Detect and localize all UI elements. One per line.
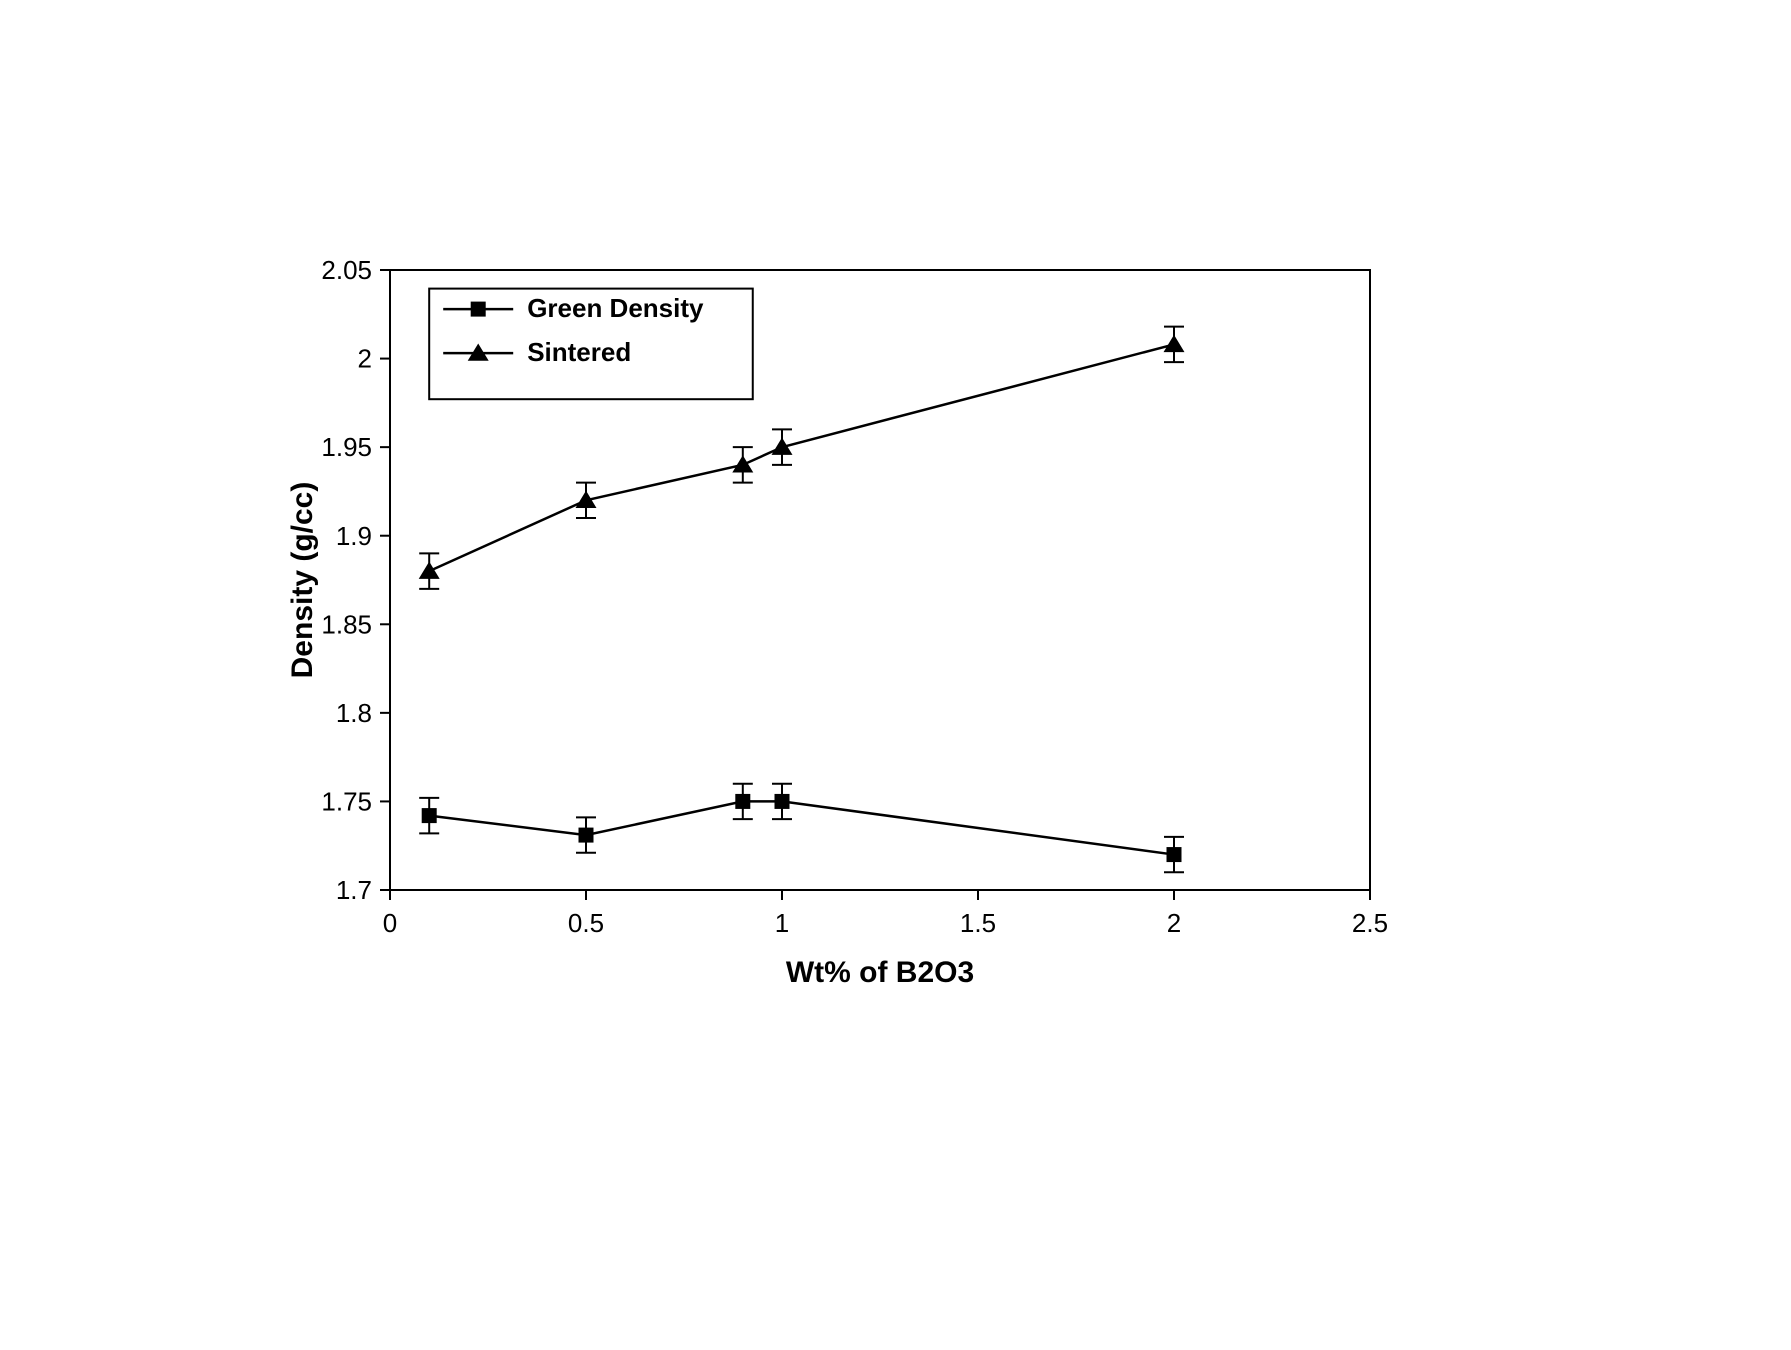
- chart-svg: 0 0.5 1 1.5 2 2.5 1.7 1.75 1.8 1.85 1.9 1.95 2 2.05 Wt…: [280, 250, 1400, 1010]
- svg-text:2.5: 2.5: [1352, 908, 1388, 938]
- svg-text:1.7: 1.7: [336, 875, 372, 905]
- svg-text:1.75: 1.75: [321, 787, 372, 817]
- legend: Green Density Sintered: [429, 289, 753, 400]
- svg-text:2: 2: [358, 344, 372, 374]
- svg-text:0: 0: [383, 908, 397, 938]
- svg-text:1.5: 1.5: [960, 908, 996, 938]
- svg-text:2: 2: [1167, 908, 1181, 938]
- svg-text:1: 1: [775, 908, 789, 938]
- svg-text:1.95: 1.95: [321, 432, 372, 462]
- svg-text:1.8: 1.8: [336, 698, 372, 728]
- x-axis-label: Wt% of B2O3: [786, 956, 974, 989]
- legend-label: Green Density: [527, 293, 704, 323]
- density-chart: 0 0.5 1 1.5 2 2.5 1.7 1.75 1.8 1.85 1.9 1.95 2 2.05 Wt…: [280, 250, 1400, 1010]
- y-axis-label: Density (g/cc): [286, 482, 319, 679]
- svg-text:0.5: 0.5: [568, 908, 604, 938]
- svg-text:1.9: 1.9: [336, 521, 372, 551]
- svg-text:2.05: 2.05: [321, 255, 372, 285]
- svg-text:1.85: 1.85: [321, 609, 372, 639]
- legend-label: Sintered: [527, 337, 631, 367]
